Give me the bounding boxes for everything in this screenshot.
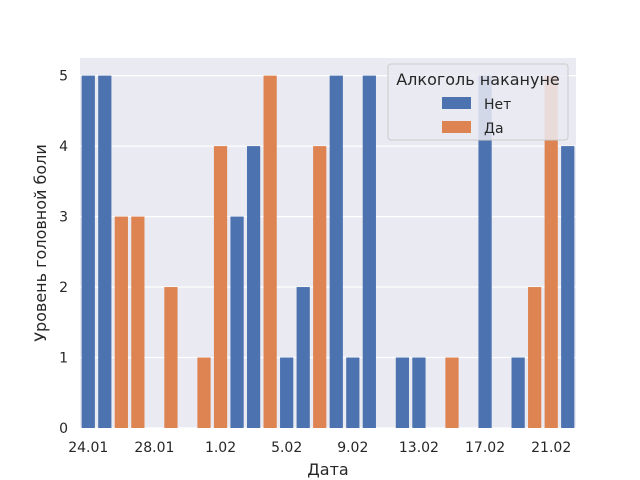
- bar-4.02-Да: [263, 75, 277, 428]
- y-tick-label: 2: [59, 280, 68, 296]
- bar-21.02-Да: [544, 75, 558, 428]
- y-tick-label: 5: [59, 69, 68, 85]
- x-tick-label: 24.01: [68, 440, 108, 456]
- y-tick-label: 3: [59, 210, 68, 226]
- bar-17.02-Нет: [478, 75, 492, 428]
- bar-15.02-Да: [445, 357, 459, 428]
- bar-9.02-Нет: [346, 357, 360, 428]
- legend-swatch-Да: [442, 121, 471, 133]
- bar-31.01-Да: [197, 357, 211, 428]
- legend-swatch-Нет: [442, 97, 471, 109]
- bar-25.01-Нет: [98, 75, 112, 428]
- legend-label: Да: [484, 121, 504, 137]
- bar-8.02-Нет: [329, 75, 343, 428]
- bar-12.02-Нет: [395, 357, 410, 428]
- y-axis-label: Уровень головной боли: [31, 144, 50, 342]
- bar-2.02-Нет: [230, 216, 244, 428]
- bar-19.02-Нет: [511, 357, 525, 428]
- bar-10.02-Нет: [362, 75, 376, 428]
- bar-24.01-Нет: [81, 75, 95, 428]
- bar-5.02-Нет: [280, 357, 294, 428]
- bar-3.02-Нет: [246, 146, 261, 428]
- bar-29.01-Да: [164, 287, 178, 428]
- x-tick-label: 9.02: [337, 440, 368, 456]
- legend-label: Нет: [484, 97, 511, 113]
- y-tick-label: 0: [59, 421, 68, 437]
- legend-box: [387, 63, 569, 141]
- x-tick-label: 21.02: [531, 440, 571, 456]
- x-axis-label: Дата: [307, 460, 348, 479]
- y-tick-label: 4: [59, 139, 68, 155]
- legend: Алкоголь накануне Нет Да: [387, 63, 569, 141]
- x-tick-label: 13.02: [399, 440, 439, 456]
- bar-27.01-Да: [131, 216, 145, 428]
- bar-26.01-Да: [114, 216, 128, 428]
- x-tick-labels: 24.01 28.01 1.02 5.02 9.02 13.02 17.02 21.02: [68, 440, 571, 456]
- x-tick-label: 28.01: [134, 440, 174, 456]
- bar-6.02-Нет: [296, 287, 310, 428]
- bars: [81, 75, 575, 428]
- y-tick-labels: 0 1 2 3 4 5: [59, 69, 68, 437]
- bar-13.02-Нет: [412, 357, 426, 428]
- x-tick-label: 1.02: [205, 440, 236, 456]
- x-tick-label: 17.02: [465, 440, 505, 456]
- x-tick-label: 5.02: [271, 440, 302, 456]
- bar-22.02-Нет: [561, 146, 575, 428]
- y-tick-label: 1: [59, 351, 68, 367]
- legend-title: Алкоголь накануне: [396, 70, 560, 89]
- bar-1.02-Да: [213, 146, 228, 428]
- bar-7.02-Да: [313, 146, 327, 428]
- bar-20.02-Да: [528, 287, 542, 428]
